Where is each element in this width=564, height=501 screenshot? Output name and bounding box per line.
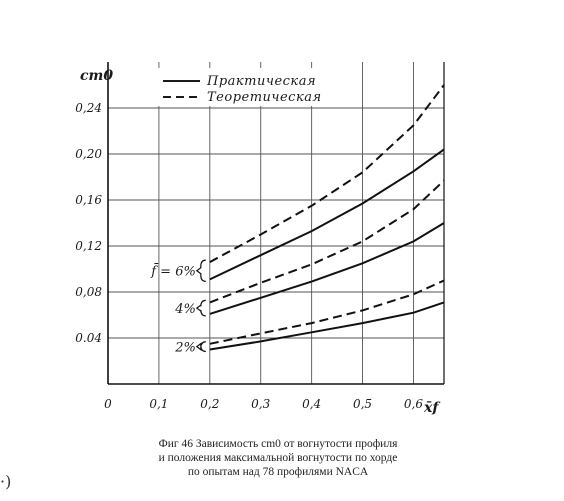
legend-label-theoretical: Теоретическая: [207, 90, 322, 105]
group-labels: f̄ = 6% 4% 2%: [150, 259, 206, 356]
y-tick-labels: 0.04 0,08 0,12 0,16 0,20 0,24: [75, 101, 102, 345]
y-tick-label: 0,08: [75, 285, 102, 299]
legend: Практическая Теоретическая: [156, 68, 352, 106]
series-line-practical-3: [209, 301, 445, 351]
series-line-theoretical-2: [209, 179, 445, 304]
group-label: f̄ = 6%: [150, 263, 196, 280]
x-tick-label: 0,1: [149, 397, 168, 411]
figure-caption: Фиг 46 Зависимость cm0 от вогнутости про…: [58, 437, 498, 479]
y-tick-label: 0,20: [75, 147, 102, 161]
x-tick-label: 0,3: [251, 397, 270, 411]
y-tick-label: 0,24: [75, 101, 102, 115]
series-line-theoretical-3: [209, 279, 445, 345]
x-tick-label: 0: [104, 397, 112, 411]
legend-label-practical: Практическая: [206, 74, 316, 89]
x-tick-labels: 0 0,1 0,2 0,3 0,4 0,5 0,6: [104, 397, 423, 411]
y-axis-symbol: cm0: [80, 68, 113, 84]
x-tick-label: 0,4: [302, 397, 321, 411]
group-brace: [195, 341, 206, 353]
caption-line-2: и положения максимальной вогнутости по х…: [158, 452, 398, 464]
grid-lines: [108, 62, 444, 384]
y-tick-label: 0.04: [75, 331, 102, 345]
x-tick-label: 0,5: [353, 397, 372, 411]
series-line-practical-1: [209, 148, 445, 281]
legend-box: [156, 68, 352, 106]
x-tick-label: 0,6: [404, 397, 423, 411]
y-tick-label: 0,12: [75, 239, 102, 253]
edge-bracket-mark: ·): [0, 472, 12, 491]
y-tick-label: 0,16: [75, 193, 102, 207]
plot-frame: [107, 62, 445, 385]
group-brace: [195, 259, 206, 282]
group-label: 4%: [174, 302, 196, 317]
group-label: 2%: [174, 341, 196, 356]
series-line-practical-2: [209, 222, 445, 315]
x-axis-symbol: x̄f: [423, 400, 441, 416]
x-tick-label: 0,2: [200, 397, 219, 411]
series-line-theoretical-1: [209, 84, 445, 263]
caption-line-3: по опытам над 78 профилями NACA: [187, 466, 369, 478]
series-lines: [209, 84, 445, 351]
caption-line-1: Фиг 46 Зависимость cm0 от вогнутости про…: [158, 438, 398, 450]
group-brace: [195, 299, 206, 317]
